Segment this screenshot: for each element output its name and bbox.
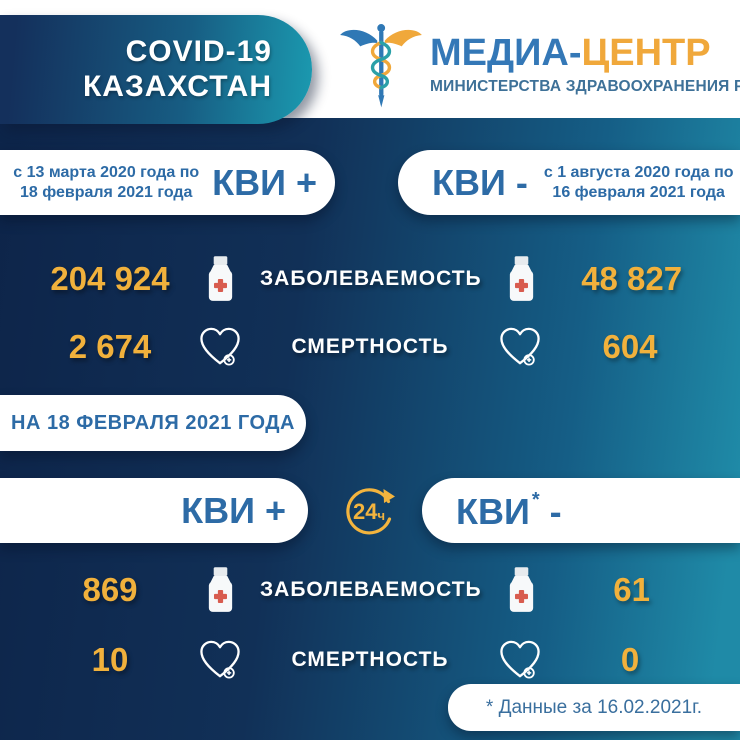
footnote-text: * Данные за 16.02.2021г. xyxy=(485,696,703,718)
medicine-bottle-icon xyxy=(180,256,260,303)
heart-plus-icon xyxy=(480,327,560,367)
badge-24h-unit: ч xyxy=(377,508,385,523)
footnote-pill: * Данные за 16.02.2021г. xyxy=(448,684,740,731)
incidence-label: ЗАБОЛЕВАЕМОСТЬ xyxy=(260,267,482,290)
cumulative-mortality-negative-value: 604 xyxy=(602,328,658,365)
cumulative-incidence-row: 204 924 ЗАБОЛЕВАЕМОСТЬ 48 827 xyxy=(0,252,740,306)
logo-subtitle: МИНИСТЕРСТВА ЗДРАВООХРАНЕНИЯ РК xyxy=(430,78,740,95)
cumulative-negative-period: с 1 августа 2020 года по 16 февраля 2021… xyxy=(544,163,734,203)
report-date-pill: НА 18 ФЕВРАЛЯ 2021 ГОДА xyxy=(0,395,306,451)
covid-badge-line1: COVID-19 xyxy=(125,35,272,68)
footnote-asterisk: * xyxy=(531,488,540,511)
daily-mortality-row: 10 СМЕРТНОСТЬ 0 xyxy=(0,633,740,687)
logo-title-center: ЦЕНТР xyxy=(581,32,711,74)
24h-clock-icon: 24ч xyxy=(340,484,396,540)
cumulative-kvi-positive-pill: с 13 марта 2020 года по 18 февраля 2021 … xyxy=(0,150,335,215)
cumulative-incidence-negative-value: 48 827 xyxy=(581,260,683,297)
kvi-positive-label: КВИ + xyxy=(212,161,317,203)
heart-plus-icon xyxy=(180,640,260,680)
kvi-negative-label: КВИ - xyxy=(432,161,528,203)
cumulative-mortality-row: 2 674 СМЕРТНОСТЬ 604 xyxy=(0,320,740,374)
medicine-bottle-icon xyxy=(482,567,562,614)
covid-badge-line2: КАЗАХСТАН xyxy=(83,69,272,103)
report-date-label: НА 18 ФЕВРАЛЯ 2021 ГОДА xyxy=(11,411,295,434)
cumulative-mortality-positive-value: 2 674 xyxy=(68,328,152,365)
daily-mortality-positive-value: 10 xyxy=(91,641,129,678)
mortality-label: СМЕРТНОСТЬ xyxy=(291,335,449,358)
cumulative-incidence-positive-value: 204 924 xyxy=(50,260,170,297)
logo-text: МЕДИА-ЦЕНТР МИНИСТЕРСТВА ЗДРАВООХРАНЕНИЯ… xyxy=(430,34,740,96)
period-line1: с 13 марта 2020 года по xyxy=(13,163,200,181)
daily-kvi-positive-pill: КВИ + xyxy=(0,478,308,543)
daily-kvi-negative-pill: КВИ * - xyxy=(422,478,740,543)
svg-text:24ч: 24ч xyxy=(353,499,385,524)
period-line1: с 1 августа 2020 года по xyxy=(543,163,734,181)
incidence-label: ЗАБОЛЕВАЕМОСТЬ xyxy=(260,578,482,601)
heart-plus-icon xyxy=(180,327,260,367)
logo-title-media: МЕДИА- xyxy=(430,32,582,74)
daily-mortality-negative-value: 0 xyxy=(620,641,640,678)
daily-incidence-row: 869 ЗАБОЛЕВАЕМОСТЬ 61 xyxy=(0,563,740,617)
badge-24h-number: 24 xyxy=(353,499,378,524)
cumulative-kvi-negative-pill: КВИ - с 1 августа 2020 года по 16 феврал… xyxy=(398,150,740,215)
daily-kvi-positive-label: КВИ + xyxy=(181,489,286,531)
medicine-bottle-icon xyxy=(180,567,260,614)
period-line2: 18 февраля 2021 года xyxy=(19,183,193,201)
daily-incidence-positive-value: 869 xyxy=(82,571,138,608)
heart-plus-icon xyxy=(480,640,560,680)
covid-kazakhstan-badge: COVID-19 КАЗАХСТАН xyxy=(0,15,312,124)
daily-kvi-negative-label: КВИ * - xyxy=(456,488,562,532)
caduceus-icon xyxy=(338,20,424,114)
logo-title: МЕДИА-ЦЕНТР xyxy=(430,34,730,72)
medicine-bottle-icon xyxy=(482,256,562,303)
daily-incidence-negative-value: 61 xyxy=(613,571,651,608)
mortality-label: СМЕРТНОСТЬ xyxy=(291,648,449,671)
cumulative-positive-period: с 13 марта 2020 года по 18 февраля 2021 … xyxy=(13,163,199,203)
period-line2: 16 февраля 2021 года xyxy=(552,183,725,201)
